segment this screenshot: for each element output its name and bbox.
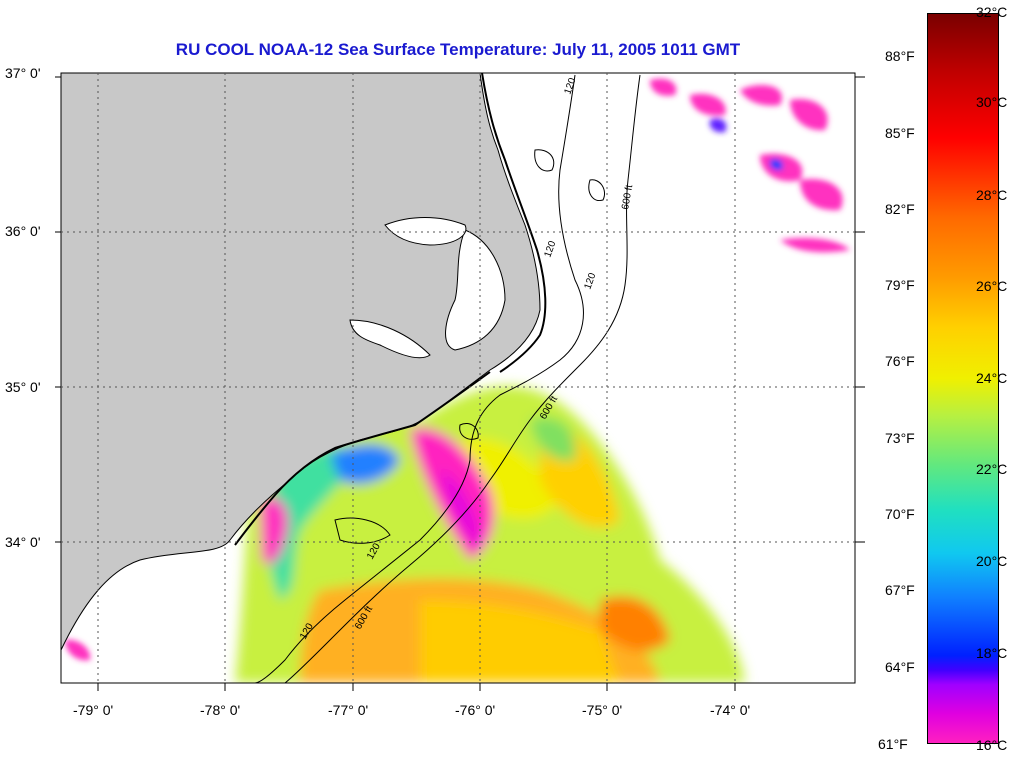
colorbar-f-label: 88°F [885, 48, 915, 64]
colorbar-f-label: 85°F [885, 125, 915, 141]
colorbar-f-label: 76°F [885, 353, 915, 369]
lon-label: -76° 0' [455, 702, 495, 718]
colorbar-c-label: 18°C [976, 645, 1008, 661]
colorbar-f-label: 67°F [885, 582, 915, 598]
lon-label: -77° 0' [328, 702, 368, 718]
colorbar [927, 13, 999, 744]
colorbar-c-label: 24°C [976, 370, 1008, 386]
colorbar-f-label: 70°F [885, 506, 915, 522]
colorbar-c-label: 26°C [976, 278, 1008, 294]
lat-label: 34° 0' [5, 534, 41, 550]
lat-label: 36° 0' [5, 223, 41, 239]
colorbar-f-label: 82°F [885, 201, 915, 217]
lon-label: -78° 0' [200, 702, 240, 718]
colorbar-c-label: 32°C [976, 4, 1008, 20]
colorbar-f-label: 64°F [885, 659, 915, 675]
colorbar-c-label: 16°C [976, 737, 1008, 753]
southern-coastline [234, 371, 491, 546]
lat-label: 37° 0' [5, 65, 41, 81]
map-frame [60, 72, 856, 684]
contour-label: 600 ft [620, 184, 635, 211]
colorbar-c-label: 28°C [976, 187, 1008, 203]
river-estuary [349, 319, 431, 359]
pamlico-sound [445, 229, 506, 351]
albemarle-sound [384, 217, 467, 246]
colorbar-c-label: 30°C [976, 94, 1008, 110]
outer-banks [481, 73, 547, 373]
lon-label: -74° 0' [710, 702, 750, 718]
lat-label: 35° 0' [5, 379, 41, 395]
lon-label: -79° 0' [73, 702, 113, 718]
map-title: RU COOL NOAA-12 Sea Surface Temperature:… [175, 40, 741, 59]
graticule [61, 73, 855, 683]
colorbar-c-label: 22°C [976, 461, 1008, 477]
colorbar-f-label: 73°F [885, 430, 915, 446]
colorbar-f-label: 61°F [878, 736, 908, 752]
lon-label: -75° 0' [582, 702, 622, 718]
colorbar-f-label: 79°F [885, 277, 915, 293]
colorbar-c-label: 20°C [976, 553, 1008, 569]
axis-ticks [55, 76, 865, 691]
